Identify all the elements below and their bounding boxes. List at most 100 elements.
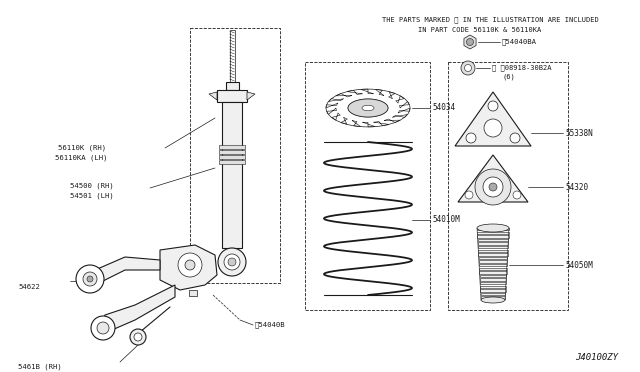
Text: 55338N: 55338N bbox=[565, 128, 593, 138]
Circle shape bbox=[228, 258, 236, 266]
Circle shape bbox=[130, 329, 146, 345]
Circle shape bbox=[224, 254, 240, 270]
Ellipse shape bbox=[477, 224, 509, 232]
Bar bbox=[189, 290, 197, 296]
Bar bbox=[480, 286, 506, 288]
Bar bbox=[478, 246, 508, 248]
Polygon shape bbox=[396, 96, 404, 103]
Polygon shape bbox=[247, 92, 255, 100]
Bar bbox=[219, 160, 245, 164]
Polygon shape bbox=[100, 285, 175, 333]
Circle shape bbox=[488, 101, 498, 111]
Ellipse shape bbox=[348, 99, 388, 117]
Bar bbox=[219, 155, 245, 159]
Polygon shape bbox=[336, 93, 352, 97]
Text: 54034: 54034 bbox=[432, 103, 455, 112]
Bar bbox=[479, 253, 508, 256]
Polygon shape bbox=[399, 102, 410, 108]
Bar bbox=[190, 28, 280, 283]
Bar bbox=[480, 282, 506, 284]
Bar bbox=[479, 275, 506, 277]
Polygon shape bbox=[332, 113, 340, 120]
Polygon shape bbox=[384, 119, 400, 122]
Text: 54050M: 54050M bbox=[565, 260, 593, 269]
Polygon shape bbox=[160, 245, 217, 290]
Bar bbox=[478, 243, 508, 245]
Polygon shape bbox=[90, 257, 160, 285]
Polygon shape bbox=[398, 108, 410, 113]
Polygon shape bbox=[362, 122, 375, 127]
Circle shape bbox=[76, 265, 104, 293]
Ellipse shape bbox=[348, 99, 388, 117]
Circle shape bbox=[87, 276, 93, 282]
Bar bbox=[477, 239, 508, 241]
Ellipse shape bbox=[481, 297, 505, 303]
Polygon shape bbox=[361, 89, 374, 94]
Text: 56110KA (LH): 56110KA (LH) bbox=[55, 155, 108, 161]
Bar bbox=[230, 30, 234, 82]
Text: (6): (6) bbox=[502, 74, 515, 80]
Circle shape bbox=[466, 133, 476, 143]
Bar bbox=[479, 267, 507, 270]
Bar bbox=[481, 293, 506, 295]
Circle shape bbox=[467, 38, 474, 45]
Bar bbox=[481, 296, 505, 299]
Circle shape bbox=[461, 61, 475, 75]
Circle shape bbox=[465, 64, 472, 71]
Polygon shape bbox=[375, 89, 384, 96]
Text: 54622: 54622 bbox=[18, 284, 40, 290]
Polygon shape bbox=[209, 92, 217, 100]
Polygon shape bbox=[347, 90, 362, 94]
Circle shape bbox=[91, 316, 115, 340]
Bar bbox=[448, 62, 568, 310]
Bar bbox=[479, 271, 507, 273]
Text: 54500 (RH): 54500 (RH) bbox=[70, 183, 114, 189]
Bar bbox=[219, 150, 245, 154]
Bar bbox=[478, 250, 508, 252]
Polygon shape bbox=[388, 92, 395, 99]
Polygon shape bbox=[392, 115, 408, 118]
Text: 54501 (LH): 54501 (LH) bbox=[70, 193, 114, 199]
Bar bbox=[480, 278, 506, 281]
Circle shape bbox=[510, 133, 520, 143]
Text: IN PART CODE 56110K & 56110KA: IN PART CODE 56110K & 56110KA bbox=[419, 27, 541, 33]
Circle shape bbox=[134, 333, 142, 341]
Polygon shape bbox=[458, 155, 528, 202]
Bar bbox=[225, 82, 239, 90]
Circle shape bbox=[465, 191, 473, 199]
Text: 56110K (RH): 56110K (RH) bbox=[58, 145, 106, 151]
Bar bbox=[477, 232, 509, 234]
Circle shape bbox=[489, 183, 497, 191]
Bar bbox=[222, 102, 242, 248]
Circle shape bbox=[83, 272, 97, 286]
Bar bbox=[479, 257, 508, 259]
Text: 54010M: 54010M bbox=[432, 215, 460, 224]
Circle shape bbox=[513, 191, 521, 199]
Polygon shape bbox=[374, 122, 389, 126]
Circle shape bbox=[178, 253, 202, 277]
Polygon shape bbox=[326, 108, 337, 115]
Ellipse shape bbox=[362, 105, 374, 111]
Text: ※54040BA: ※54040BA bbox=[502, 39, 537, 45]
Circle shape bbox=[218, 248, 246, 276]
Polygon shape bbox=[326, 103, 338, 108]
Polygon shape bbox=[352, 121, 361, 126]
Circle shape bbox=[97, 322, 109, 334]
Bar bbox=[477, 228, 509, 230]
Polygon shape bbox=[464, 35, 476, 49]
Text: 5461B (RH): 5461B (RH) bbox=[18, 364, 61, 370]
Circle shape bbox=[483, 177, 503, 197]
Circle shape bbox=[484, 119, 502, 137]
Circle shape bbox=[185, 260, 195, 270]
Bar bbox=[305, 62, 430, 310]
Bar bbox=[477, 235, 509, 238]
Bar bbox=[219, 145, 245, 149]
Polygon shape bbox=[341, 117, 348, 124]
Text: THE PARTS MARKED ※ IN THE ILLUSTRATION ARE INCLUDED: THE PARTS MARKED ※ IN THE ILLUSTRATION A… bbox=[381, 16, 598, 23]
Circle shape bbox=[475, 169, 511, 205]
Text: J40100ZY: J40100ZY bbox=[575, 353, 618, 362]
Bar bbox=[481, 289, 506, 292]
Bar bbox=[217, 90, 247, 102]
Polygon shape bbox=[455, 92, 531, 146]
Polygon shape bbox=[328, 99, 344, 102]
